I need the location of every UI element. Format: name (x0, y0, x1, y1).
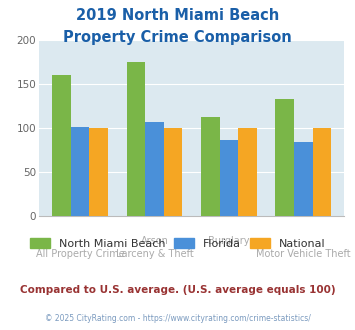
Bar (294, 142, 313, 216)
Bar (126, 62, 145, 216)
Text: 2019 North Miami Beach: 2019 North Miami Beach (76, 8, 279, 23)
Bar (238, 128, 257, 216)
Bar (164, 128, 182, 216)
Bar (89, 128, 108, 216)
Bar (145, 122, 164, 216)
Bar (313, 128, 331, 216)
Text: © 2025 CityRating.com - https://www.cityrating.com/crime-statistics/: © 2025 CityRating.com - https://www.city… (45, 314, 310, 323)
Bar (71, 127, 89, 216)
Text: Burglary: Burglary (208, 236, 250, 246)
Bar (275, 99, 294, 216)
Legend: North Miami Beach, Florida, National: North Miami Beach, Florida, National (25, 234, 330, 253)
Text: Larceny & Theft: Larceny & Theft (116, 249, 193, 259)
Text: Compared to U.S. average. (U.S. average equals 100): Compared to U.S. average. (U.S. average … (20, 285, 335, 295)
Text: All Property Crime: All Property Crime (36, 249, 124, 259)
Text: Motor Vehicle Theft: Motor Vehicle Theft (256, 249, 351, 259)
Bar (52, 75, 71, 216)
Bar (220, 140, 238, 216)
Text: Arson: Arson (141, 236, 168, 246)
Text: Property Crime Comparison: Property Crime Comparison (63, 30, 292, 45)
Bar (201, 117, 220, 216)
